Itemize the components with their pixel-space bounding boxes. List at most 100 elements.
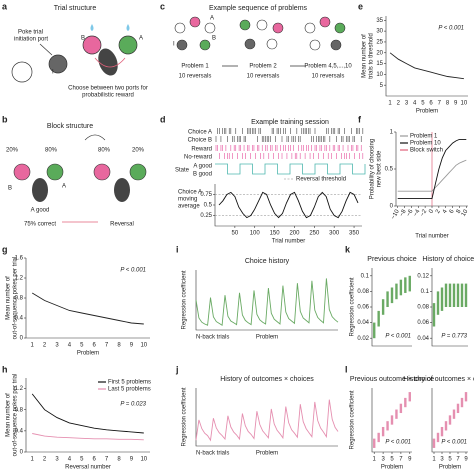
x-tick-label: 1 [432, 457, 436, 463]
port-letter: A [139, 36, 143, 42]
series-line [389, 52, 464, 80]
chart: 0.04 0.06 0.08 0.1 0.12 History of choices P =… [417, 256, 474, 347]
y-tick-label: 1.2 [15, 386, 24, 392]
x-tick-label: 6 [429, 101, 433, 107]
y-tick-label: 0.02 [357, 336, 369, 342]
chart: 0.25 0.5 0.75 50 100 150 200 250 300 350 Reversal … [200, 177, 362, 245]
x-tick-label: 5 [448, 457, 452, 463]
x-axis-label: N-back trials [196, 451, 229, 457]
x-tick-label: 3 [381, 457, 385, 463]
y-tick-label: 0.06 [417, 320, 429, 326]
panel-label: f [358, 114, 362, 124]
port [48, 54, 68, 74]
series-line [31, 393, 144, 434]
port-letter: I [52, 70, 54, 76]
port [118, 35, 138, 55]
state-trace [215, 163, 366, 175]
step-name: Problem 4,5,...,10 [304, 64, 352, 70]
port [11, 61, 33, 83]
chart: 0.02 0.04 0.06 0.08 0.1 Previous choice P < 0.… [350, 256, 417, 347]
legend-label: Last 5 problems [108, 387, 151, 393]
row-label: average [178, 204, 200, 210]
x-tick-label: 8 [456, 208, 463, 214]
panel-label: c [160, 1, 165, 11]
x-tick-label: 7 [438, 101, 442, 107]
y-axis-label: Regression coefficient [182, 387, 188, 446]
annotation: P < 0.001 [385, 334, 411, 340]
y-tick-label: 30 [376, 29, 383, 35]
x-tick-label: 7 [456, 457, 460, 463]
y-axis-label: Mean number of [6, 276, 12, 320]
series-line [397, 159, 467, 192]
x-tick-label: 5 [421, 101, 425, 107]
x-tick-label: 4 [442, 208, 449, 214]
x-tick-label: 8 [117, 343, 121, 349]
diagram-text: initiation port [14, 37, 48, 43]
water-drop [90, 24, 130, 31]
port [13, 163, 31, 181]
x-tick-label: 3 [405, 101, 409, 107]
row-label: A good [193, 164, 212, 170]
y-axis-label: Regression coefficient [182, 270, 188, 329]
panel-label: k [345, 244, 351, 254]
diagram-title: Trial structure [54, 5, 97, 12]
y-tick-label: 0.75 [200, 192, 212, 198]
x-axis-label: Problem [439, 465, 461, 471]
series-line [195, 278, 339, 326]
y-tick-label: 25 [376, 40, 383, 46]
step-name: Problem 1 [181, 64, 209, 70]
block-diagram: Block structure 20% 80% 80% 20% B A A go… [6, 123, 147, 228]
x-tick-label: 0 [428, 208, 435, 214]
x-tick-label: 9 [464, 457, 468, 463]
x-tick-label: 6 [449, 208, 456, 214]
step-reversals: 10 reversals [247, 74, 280, 80]
x-tick-label: 9 [454, 101, 458, 107]
x-tick-label: 9 [408, 457, 412, 463]
row-label: B good [193, 172, 212, 178]
y-axis-label: Regression coefficient [350, 277, 356, 336]
x-tick-label: 7 [399, 457, 403, 463]
series-line [218, 191, 359, 219]
y-tick-label: 1.2 [15, 276, 24, 282]
session-raster: Example training session Choice A Choice… [175, 119, 366, 210]
arrow [84, 134, 106, 141]
diagram-text: probabilistic reward [82, 93, 134, 99]
mouse [114, 178, 130, 202]
y-tick-label: 0.8 [15, 407, 24, 413]
x-axis-label: Trial number [415, 234, 448, 240]
x-tick-label: 7 [105, 457, 109, 463]
legend-label: Reversal threshold [296, 177, 346, 183]
panel-label: b [2, 114, 8, 124]
x-tick-label: 5 [390, 457, 394, 463]
x-axis-label: N-back trials [196, 335, 229, 341]
y-tick-label: 0.25 [200, 213, 212, 219]
series-line [31, 292, 144, 325]
x-tick-label: 3 [55, 343, 59, 349]
y-tick-label: 0.12 [417, 273, 429, 279]
y-tick-label: 35 [376, 18, 383, 24]
x-tick-label: 5 [80, 457, 84, 463]
x-tick-label: 2 [435, 208, 442, 214]
port [93, 163, 111, 181]
x-tick-label: 1 [373, 457, 377, 463]
x-tick-label: 9 [130, 343, 134, 349]
row-label: State [175, 168, 190, 174]
x-tick-label: 350 [349, 231, 360, 237]
y-tick-label: 0 [390, 204, 394, 210]
x-tick-label: 8 [446, 101, 450, 107]
y-tick-label: 1 [390, 130, 394, 136]
x-tick-label: −10 [391, 208, 402, 220]
y-tick-label: 0 [20, 336, 24, 342]
x-tick-label: 4 [68, 457, 72, 463]
chart: Choice history N-back trials Problem Regres… [182, 258, 339, 341]
panel-label: g [2, 244, 8, 254]
x-tick-label: 250 [309, 231, 320, 237]
y-tick-label: 5 [380, 83, 384, 89]
panel-label: i [176, 244, 179, 254]
y-axis-label: new best side [377, 150, 383, 187]
y-tick-label: 0.06 [357, 305, 369, 311]
diagram-text: Poke trial [18, 30, 43, 36]
